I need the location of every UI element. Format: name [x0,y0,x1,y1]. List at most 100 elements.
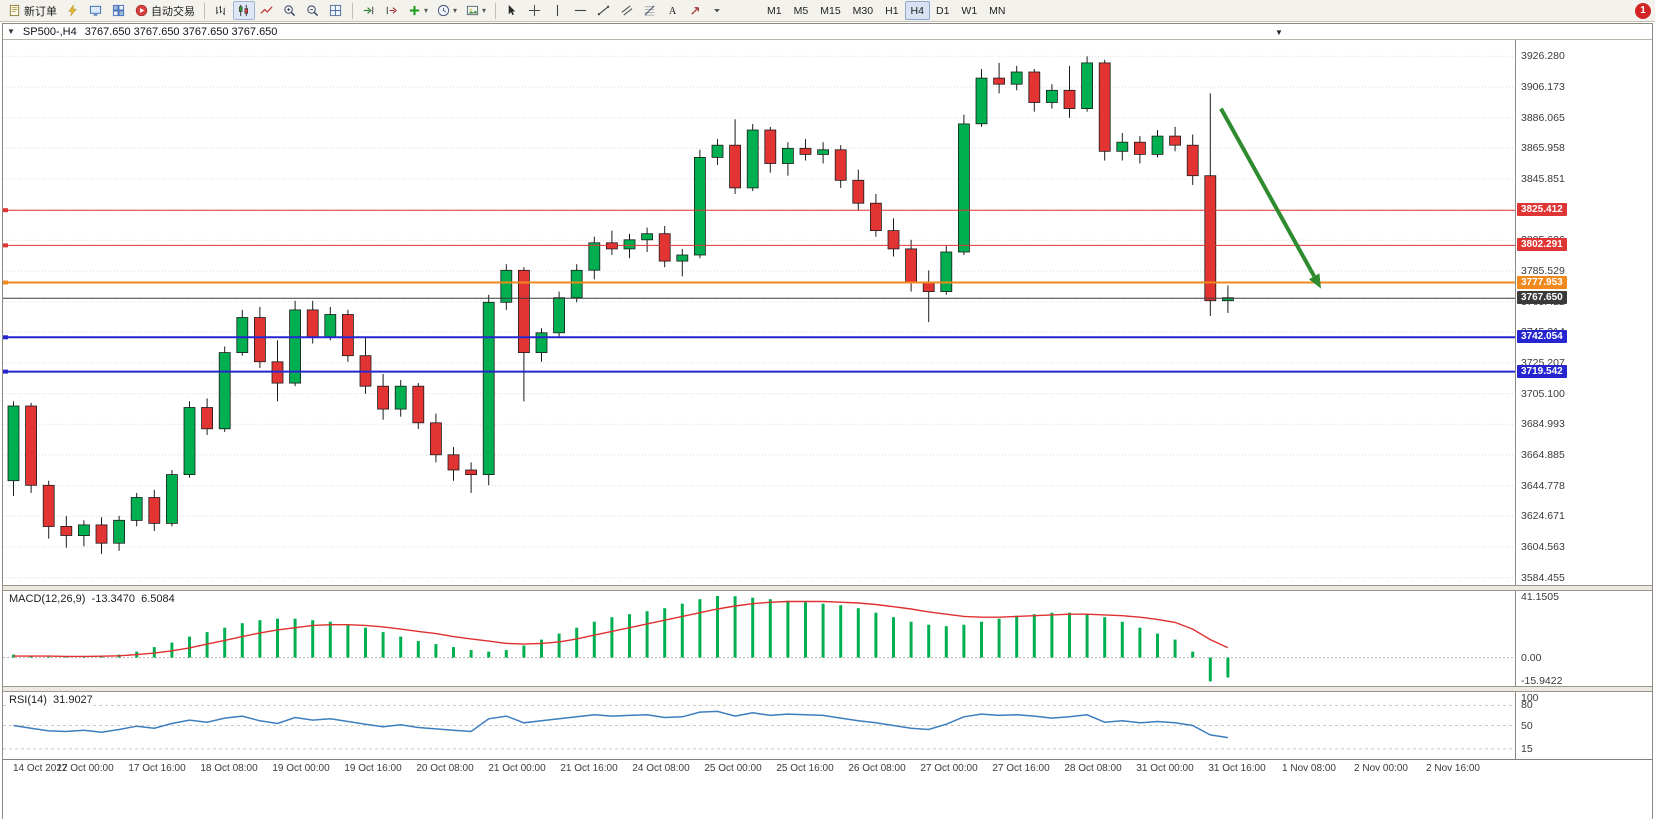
text-label-button[interactable]: A [662,1,684,20]
textA-icon: A [666,4,679,17]
line-icon [260,4,273,17]
chart-menu-icon[interactable]: ▼ [7,27,15,36]
trendline-button[interactable] [593,1,615,20]
timeframe-w1-button[interactable]: W1 [961,4,978,17]
time-tick-label: 26 Oct 08:00 [848,763,906,774]
caret-icon [712,4,722,17]
price-line-badge: 3719.542 [1517,365,1567,378]
time-tick-label: 27 Oct 16:00 [992,763,1050,774]
price-tick-label: 3644.778 [1521,480,1565,492]
bars-icon [214,4,227,17]
time-tick-label: 31 Oct 16:00 [1208,763,1266,774]
cursor-icon [505,4,518,17]
channel-button[interactable] [616,1,638,20]
toolbar-separator [352,2,353,19]
candles [7,56,1234,554]
trend-icon [597,4,610,17]
fibonacci-button[interactable] [639,1,661,20]
shift2-icon [385,4,398,17]
timeframe-m30-button[interactable]: M30 [852,4,874,17]
time-tick-label: 19 Oct 16:00 [344,763,402,774]
zoomin-icon [283,4,296,17]
zoom-in-button[interactable] [279,1,301,20]
timeframe-d1-button[interactable]: D1 [935,4,950,17]
crosshair-button[interactable] [524,1,546,20]
time-tick-label: 21 Oct 16:00 [560,763,618,774]
price-tick-label: 3705.100 [1521,388,1565,400]
price-shift-marker[interactable]: ▼ [1275,28,1283,37]
timeframe-m1-button[interactable]: M1 [767,4,782,17]
new-order-button[interactable]: 新订单 [4,1,61,20]
timeframe-mn-button[interactable]: MN [989,4,1006,17]
time-tick-label: 14 Oct 2022 [13,763,68,774]
auto-scroll-button[interactable] [358,1,380,20]
bolt-icon [66,4,79,17]
price-tick-label: 3785.529 [1521,265,1565,277]
charts-button[interactable] [62,1,84,20]
arrow-object-button[interactable] [685,1,707,20]
autotrading-button[interactable]: 自动交易 [131,1,199,20]
rsi-tick-label: 80 [1521,699,1533,711]
panel-resize-handle[interactable] [3,686,1652,692]
current-price-badge: 3767.650 [1517,291,1567,304]
toolbar-items: 新订单 自动交易 ▾ ▾ ▾ A M1 M5 M15 M30 H1 H4 D1 W1 MN [4,1,1635,20]
timeframe-group: M1 M5 M15 M30 H1 H4 D1 W1 MN [761,1,1011,20]
time-tick-label: 24 Oct 08:00 [632,763,690,774]
indicators-button[interactable]: ▾ [404,1,432,20]
trend-arrow-annotation[interactable] [1219,107,1321,289]
market-watch-button[interactable] [85,1,107,20]
time-tick-label: 20 Oct 08:00 [416,763,474,774]
navigator-button[interactable] [108,1,130,20]
notifications-badge[interactable]: 1 [1635,2,1651,19]
rsi-tick-label: 100 [1521,692,1539,704]
time-tick-label: 21 Oct 00:00 [488,763,546,774]
timeframe-h4-button[interactable]: H4 [904,1,930,20]
price-axis: 3926.280 3906.173 3886.065 3865.958 3845.851… [1515,40,1652,585]
candlestick-chart-canvas[interactable] [3,40,1515,585]
candlestick-chart [3,55,1515,579]
chart-quote-line: 3767.650 3767.650 3767.650 3767.650 [84,25,278,38]
chart-symbol-title: SP500-,H4 [22,25,77,38]
horizontal-lines[interactable] [3,208,1515,374]
vertical-line-button[interactable] [547,1,569,20]
cursor-button[interactable] [501,1,523,20]
panel-resize-handle[interactable] [3,585,1652,591]
tile-windows-button[interactable] [325,1,347,20]
main-chart-row: 3926.280 3906.173 3886.065 3865.958 3845.851… [3,40,1652,585]
periods-button[interactable]: ▾ [433,1,461,20]
objects-dropdown-button[interactable] [708,1,730,20]
time-tick-label: 17 Oct 16:00 [128,763,186,774]
price-line-badge: 3825.412 [1517,203,1567,216]
timeframe-m5-button[interactable]: M5 [793,4,809,17]
timeframe-m15-button[interactable]: M15 [820,4,841,17]
time-tick-label: 19 Oct 00:00 [272,763,330,774]
rsi-label: RSI(14) 31.9027 [9,694,93,706]
rsi-line [13,710,1229,739]
chart-title-bar: ▼ SP500-,H4 3767.650 3767.650 3767.650 3… [3,24,1652,40]
monitor-icon [89,4,102,17]
line-chart-button[interactable] [256,1,278,20]
time-tick-label: 2 Nov 16:00 [1426,763,1480,774]
rsi-chart-canvas[interactable] [3,692,1515,759]
doc-icon [8,4,21,17]
price-tick-label: 3886.065 [1521,112,1565,124]
candlestick-chart-button[interactable] [233,1,255,20]
price-line-badge: 3777.953 [1517,276,1567,289]
macd-tick-label: -15.9422 [1521,675,1563,687]
chart-shift-button[interactable] [381,1,403,20]
toolbar-separator [204,2,205,19]
timeframe-h1-button[interactable]: H1 [885,4,899,17]
vline-icon [551,4,564,17]
templates-button[interactable]: ▾ [462,1,490,20]
dropdown-caret-icon: ▾ [482,6,487,15]
zoom-out-button[interactable] [302,1,324,20]
macd-histogram [12,596,1230,682]
toolbar-separator [495,2,497,19]
horizontal-line-button[interactable] [570,1,592,20]
bar-chart-button[interactable] [210,1,232,20]
time-tick-label: 28 Oct 08:00 [1064,763,1122,774]
macd-chart-canvas[interactable] [3,591,1515,686]
price-tick-label: 3684.993 [1521,418,1565,430]
chart-window: ▼ SP500-,H4 3767.650 3767.650 3767.650 3… [2,23,1653,821]
time-tick-label: 27 Oct 00:00 [920,763,978,774]
